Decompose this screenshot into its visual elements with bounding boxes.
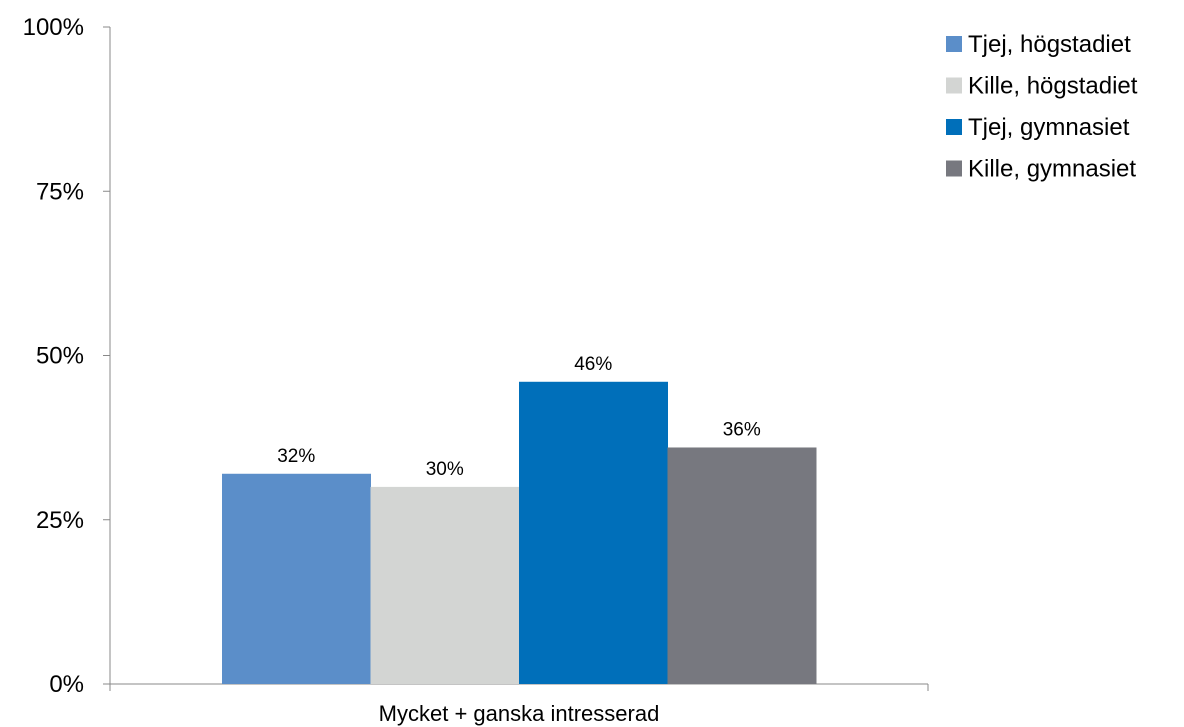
data-label: 30%	[426, 459, 464, 480]
legend-swatch	[946, 160, 962, 177]
legend-swatch	[946, 119, 962, 135]
category-labels: Mycket + ganska intresserad	[379, 701, 660, 726]
bar	[370, 486, 520, 684]
y-tick-label: 25%	[36, 507, 84, 534]
bars	[222, 381, 817, 684]
legend-label: Kille, högstadiet	[968, 73, 1138, 100]
data-label: 36%	[723, 419, 761, 440]
legend-label: Tjej, högstadiet	[968, 31, 1131, 58]
bar	[667, 447, 817, 684]
legend-swatch	[946, 77, 962, 94]
y-tick-label: 75%	[36, 178, 84, 205]
legend-label: Kille, gymnasiet	[968, 156, 1136, 183]
y-axis: 0% 25% 50% 75% 100%	[23, 14, 111, 698]
y-tick-label: 100%	[23, 14, 84, 41]
legend-swatch	[946, 36, 962, 52]
data-labels: 32% 30% 46% 36%	[277, 354, 761, 480]
category-label: Mycket + ganska intresserad	[379, 701, 660, 726]
y-tick-label: 0%	[49, 671, 84, 698]
data-label: 46%	[574, 354, 612, 375]
bar	[222, 473, 371, 684]
legend: Tjej, högstadiet Kille, högstadiet Tjej, g…	[946, 31, 1138, 183]
legend-label: Tjej, gymnasiet	[968, 114, 1130, 141]
x-axis	[109, 683, 929, 691]
data-label: 32%	[277, 446, 315, 467]
bar	[519, 381, 668, 684]
y-tick-label: 50%	[36, 343, 84, 370]
